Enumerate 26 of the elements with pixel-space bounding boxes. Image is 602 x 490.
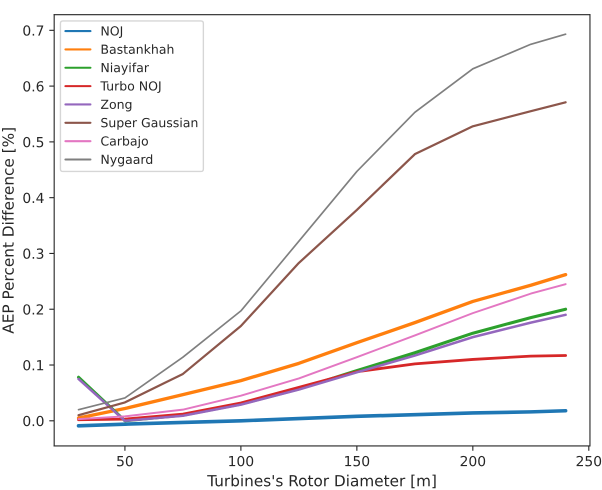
legend-label: Carbajo [101,136,148,148]
x-axis-title: Turbines's Rotor Diameter [m] [207,474,436,488]
y-tick-label: 0.1 [23,360,44,370]
x-tick-label: 100 [229,456,254,466]
y-tick-label: 0.0 [23,416,44,426]
y-tick-label: 0.7 [23,25,44,36]
line-series [77,354,567,422]
legend-label: Bastankhah [102,44,174,54]
line-series [76,408,568,428]
legend-label: Super Gaussian [101,118,198,130]
y-axis-title: AEP Percent Difference [%] [2,128,16,334]
x-tick-label: 50 [117,456,133,466]
y-tick-label: 0.6 [23,81,44,92]
y-tick-label: 0.4 [23,192,44,204]
legend-label: NOJ [102,26,122,38]
y-tick-label: 0.5 [23,136,44,148]
legend-label: Nygaard [102,154,152,166]
legend-label: Niayifar [102,62,149,75]
x-tick-label: 150 [345,456,370,466]
y-tick-label: 0.3 [23,248,44,259]
x-tick-label: 200 [460,456,486,466]
legend-label: Turbo NOJ [100,80,160,93]
x-tick-label: 250 [576,456,602,466]
y-tick-label: 0.2 [23,304,44,315]
legend-label: Zong [100,100,132,112]
line-series [77,101,567,416]
